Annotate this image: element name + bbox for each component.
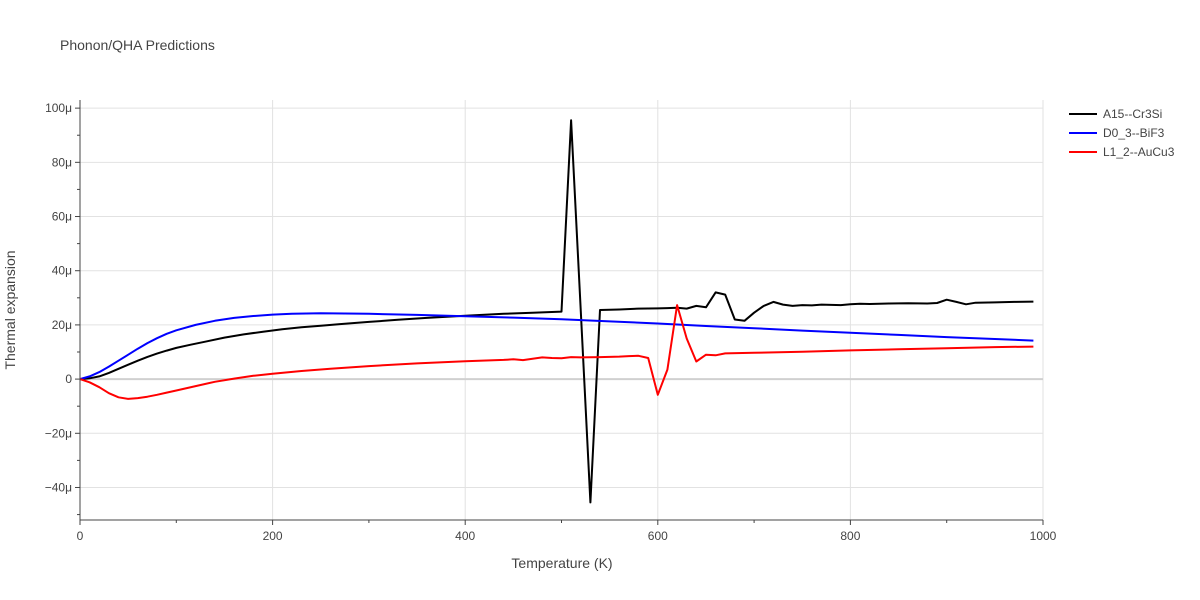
y-tick-label: 40μ — [52, 264, 72, 278]
legend-item[interactable]: D0_3--BiF3 — [1069, 126, 1165, 140]
legend-label: D0_3--BiF3 — [1103, 126, 1165, 140]
x-tick-label: 400 — [455, 529, 475, 543]
chart-title: Phonon/QHA Predictions — [60, 37, 215, 53]
y-ticks: −40μ −20μ 0 20μ 40μ 60μ 80μ 100μ — [45, 101, 80, 516]
series-layer — [79, 119, 1034, 504]
y-tick-label: 20μ — [52, 318, 72, 332]
y-tick-label: −20μ — [45, 426, 72, 440]
series-line-D0_3--BiF3 — [79, 312, 1034, 381]
y-tick-label: 100μ — [45, 101, 72, 115]
series-line-A15--Cr3Si — [79, 119, 1034, 504]
grid — [80, 100, 1044, 520]
legend: A15--Cr3Si D0_3--BiF3 L1_2--AuCu3 — [1069, 107, 1175, 159]
legend-label: A15--Cr3Si — [1103, 107, 1162, 121]
legend-item[interactable]: A15--Cr3Si — [1069, 107, 1162, 121]
y-axis-title: Thermal expansion — [2, 250, 18, 369]
x-axis-title: Temperature (K) — [511, 555, 612, 571]
y-tick-label: 80μ — [52, 155, 72, 169]
x-tick-label: 800 — [840, 529, 860, 543]
x-tick-label: 200 — [263, 529, 283, 543]
x-tick-label: 1000 — [1030, 529, 1057, 543]
x-ticks: 0 200 400 600 800 1000 — [77, 520, 1057, 543]
series-line-L1_2--AuCu3 — [79, 304, 1034, 400]
legend-label: L1_2--AuCu3 — [1103, 145, 1175, 159]
y-tick-label: −40μ — [45, 480, 72, 494]
x-tick-label: 600 — [648, 529, 668, 543]
legend-item[interactable]: L1_2--AuCu3 — [1069, 145, 1175, 159]
y-tick-label: 0 — [65, 372, 72, 386]
y-tick-label: 60μ — [52, 210, 72, 224]
x-tick-label: 0 — [77, 529, 84, 543]
